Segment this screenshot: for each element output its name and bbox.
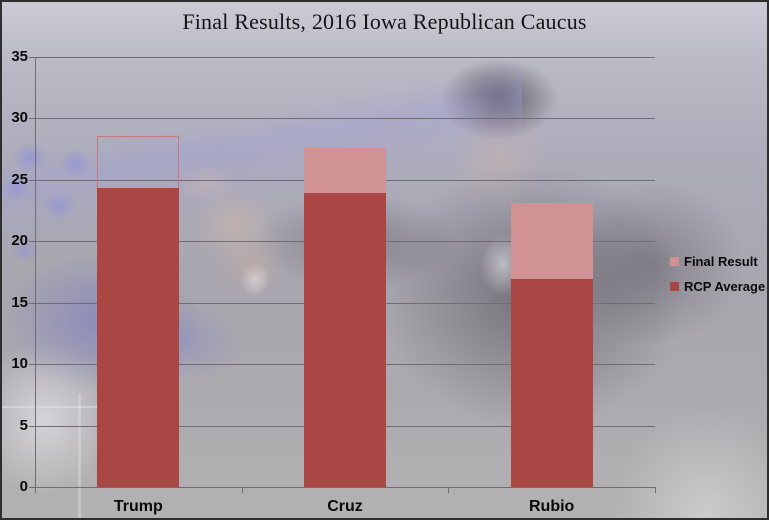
x-axis-label-trump: Trump xyxy=(113,498,163,515)
y-axis-tick-label-25: 25 xyxy=(11,170,28,188)
y-axis-line xyxy=(35,57,36,492)
x-axis-tick-2 xyxy=(448,487,450,493)
y-axis-tick-label-30: 30 xyxy=(11,109,28,127)
x-axis-label-cruz: Cruz xyxy=(327,498,363,515)
y-axis-tick-label-20: 20 xyxy=(11,232,28,250)
bar-rubio-rcp-average xyxy=(510,279,593,487)
legend-swatch-final-result xyxy=(670,256,679,266)
bar-trump-rcp-average xyxy=(97,188,180,487)
x-axis-tick-3 xyxy=(655,487,656,493)
legend-entry-rcp-average: RCP Average xyxy=(670,278,766,294)
legend-swatch-rcp-average xyxy=(670,281,679,291)
plot-area: 0 5 10 15 20 25 30 35 Trump Cruz Rubio xyxy=(11,48,656,515)
legend-entry-final-result: Final Result xyxy=(670,253,765,269)
bar-cruz-rcp-average xyxy=(304,193,386,487)
legend-label-final-result: Final Result xyxy=(684,253,758,269)
y-axis-tick-label-10: 10 xyxy=(11,355,28,373)
y-axis-tick-label-15: 15 xyxy=(11,293,28,311)
y-axis-tick-label-5: 5 xyxy=(19,416,28,434)
gridline-35 xyxy=(29,57,655,58)
legend-label-rcp-average: RCP Average xyxy=(684,278,766,294)
x-axis-tick-1 xyxy=(241,487,243,493)
chart-title: Final Results, 2016 Iowa Republican Cauc… xyxy=(182,9,587,34)
legend: Final Result RCP Average xyxy=(670,254,765,304)
x-axis-label-rubio: Rubio xyxy=(528,498,575,515)
x-axis-tick-0 xyxy=(35,487,36,493)
x-axis-line xyxy=(35,487,655,488)
y-axis-tick-label-35: 35 xyxy=(11,48,28,65)
gridline-30 xyxy=(29,118,655,120)
y-axis-tick-label-0: 0 xyxy=(19,478,28,495)
